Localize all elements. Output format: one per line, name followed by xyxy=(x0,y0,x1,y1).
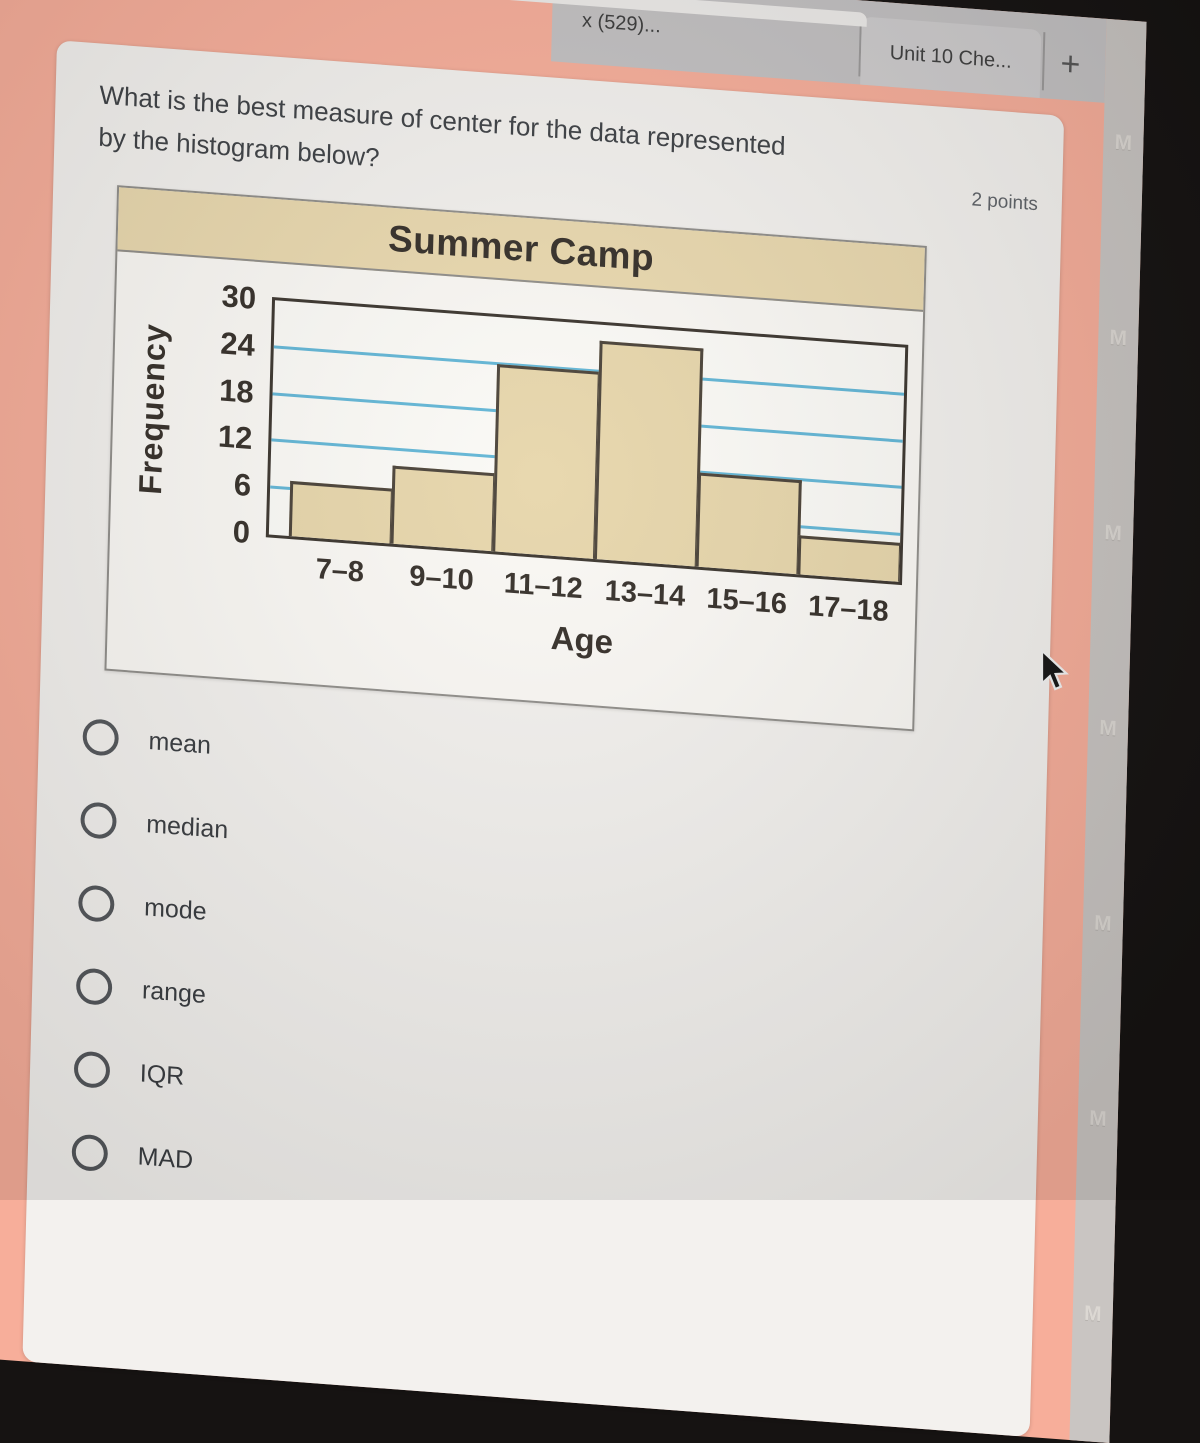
y-tick-0: 0 xyxy=(232,513,251,551)
option-label: MAD xyxy=(137,1141,194,1175)
radio-button[interactable] xyxy=(77,884,115,923)
radio-button[interactable] xyxy=(75,967,113,1007)
watermark-m: M xyxy=(1104,521,1123,546)
mouse-cursor-icon xyxy=(1036,647,1072,697)
bar-17–18 xyxy=(797,535,903,583)
screen-edge-strip: M M M M M M M xyxy=(1069,18,1147,1443)
option-label: median xyxy=(146,809,229,844)
chart-area: Frequency Age 30 24 18 12 6 0 7–8 9–10 11–12 13–1… xyxy=(106,251,923,729)
tab-label: Unit 10 Che... xyxy=(889,41,1013,73)
x-tick-17–18: 17–18 xyxy=(807,590,890,629)
bar-7–8 xyxy=(288,481,394,544)
option-label: mean xyxy=(148,726,212,760)
radio-button[interactable] xyxy=(71,1133,109,1173)
new-tab-plus-icon[interactable]: + xyxy=(1060,44,1081,84)
watermark-m: M xyxy=(1099,716,1118,741)
bar-9–10 xyxy=(390,465,497,552)
watermark-m: M xyxy=(1093,911,1112,936)
bar-13–14 xyxy=(593,340,704,567)
watermark-m: M xyxy=(1088,1106,1107,1131)
radio-button[interactable] xyxy=(80,801,117,840)
watermark-m: M xyxy=(1114,130,1133,156)
tab-unit-10-checkpoint[interactable]: Unit 10 Che... xyxy=(860,16,1042,99)
question-card: What is the best measure of center for t… xyxy=(22,40,1065,1438)
option-label: range xyxy=(141,975,207,1009)
radio-button[interactable] xyxy=(73,1050,111,1090)
points-badge: 2 points xyxy=(971,189,1039,216)
bar-11–12 xyxy=(492,363,601,560)
radio-button[interactable] xyxy=(82,718,120,757)
option-row-mad[interactable]: MAD xyxy=(71,1132,1035,1242)
option-label: IQR xyxy=(139,1058,185,1091)
answer-options: mean median mode range IQR MAD xyxy=(27,714,1046,1243)
histogram-figure: Summer Camp Frequency Age 30 24 18 12 6 0 7–8 9… xyxy=(104,185,927,732)
watermark-m: M xyxy=(1109,325,1128,351)
option-label: mode xyxy=(143,892,207,926)
watermark-m: M xyxy=(1083,1301,1102,1327)
bar-15–16 xyxy=(695,472,802,575)
plot-box xyxy=(265,297,909,586)
